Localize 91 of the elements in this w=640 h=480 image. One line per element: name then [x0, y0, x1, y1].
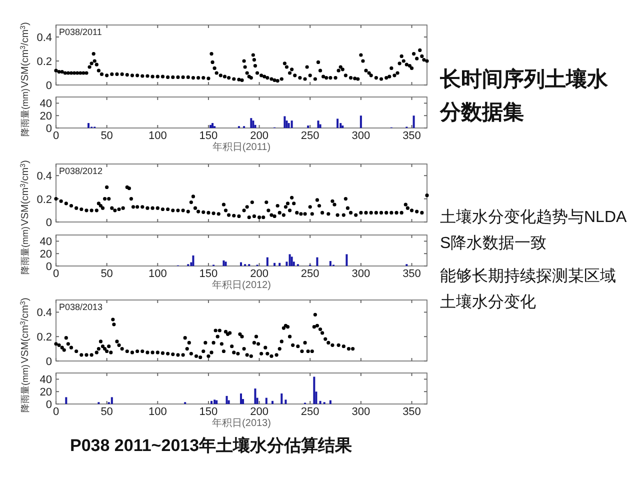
y-tick-label: 0 [46, 356, 52, 368]
x-tick-label: 350 [402, 406, 421, 418]
y-tick-label: 0 [46, 80, 52, 92]
x-tick-label: 50 [100, 130, 113, 142]
bar [412, 116, 415, 128]
bar [284, 400, 287, 404]
bar [288, 254, 291, 266]
text: 土壤水分变化趋势与NLDAS降水数据一致 [440, 208, 628, 252]
y-tick-label: 20 [40, 386, 52, 399]
bar [222, 260, 225, 266]
bar [65, 397, 68, 404]
bar [346, 254, 348, 266]
x-tick-label: 300 [352, 268, 370, 280]
y-tick-label: 40 [40, 98, 52, 110]
bar [192, 255, 194, 266]
bar [360, 116, 362, 128]
bar [317, 120, 320, 128]
bar [280, 393, 283, 404]
bar [274, 262, 276, 266]
bar [240, 262, 242, 266]
bar [226, 396, 228, 404]
bar [210, 124, 212, 128]
bar [240, 393, 242, 404]
bar [266, 257, 268, 266]
y-tick-label: 0.2 [36, 194, 52, 206]
bar [316, 257, 318, 266]
bar [319, 124, 322, 128]
y-tick-label: 40 [40, 236, 52, 248]
y-tick-label: 20 [40, 110, 52, 123]
y-tick-label: 0.4 [36, 32, 52, 44]
y-axis-title: 降雨量(mm) [20, 226, 30, 274]
y-tick-label: 0.2 [36, 332, 52, 344]
x-tick-label: 250 [300, 130, 320, 142]
y-tick-label: 40 [40, 374, 52, 386]
x-tick-label: 150 [199, 406, 218, 418]
text: P038 2011~2013年土壤水分估算结果 [70, 436, 354, 455]
y-tick-label: 20 [40, 248, 52, 261]
bar [88, 123, 90, 128]
text: 能够长期持续探测某区域土壤水分变化 [440, 267, 616, 311]
bar [254, 388, 256, 404]
bar [272, 400, 274, 404]
x-tick-label: 300 [352, 406, 370, 418]
y-tick-label: 0.4 [36, 307, 52, 320]
x-tick-label: 350 [402, 130, 421, 142]
bar [224, 262, 227, 266]
x-tick-label: 100 [148, 406, 167, 418]
x-tick-label: 300 [352, 130, 370, 142]
bar [288, 123, 290, 128]
y-tick-label: 0 [46, 217, 52, 229]
bar [290, 256, 293, 266]
x-tick-label: 50 [100, 406, 113, 418]
bar [210, 400, 213, 404]
x-axis-title: 年积日(2012) [212, 279, 271, 291]
x-axis-title: 年积日(2013) [212, 417, 271, 429]
bar [329, 261, 332, 266]
y-axis-title: 降雨量(mm) [20, 88, 30, 136]
chart-title: P038/2011 [59, 27, 102, 37]
x-tick-label: 250 [300, 406, 320, 418]
y-tick-label: 0.4 [36, 170, 52, 183]
bar [290, 120, 293, 128]
bar [336, 118, 339, 128]
x-tick-label: 100 [148, 268, 167, 280]
x-tick-label: 200 [250, 268, 268, 280]
chart-title: P038/2012 [59, 166, 103, 176]
bar [214, 400, 216, 404]
bar [313, 376, 316, 404]
text: 长时间序列土壤水分数据集 [439, 67, 609, 124]
x-tick-label: 200 [250, 130, 268, 142]
x-tick-label: 150 [199, 268, 218, 280]
bar [329, 400, 332, 404]
x-axis-title: 年积日(2011) [212, 141, 271, 153]
bar [319, 400, 322, 404]
bar [284, 116, 286, 128]
bar [250, 118, 252, 128]
bar [252, 120, 254, 128]
x-tick-label: 50 [100, 268, 113, 280]
bar [216, 400, 218, 404]
x-tick-label: 200 [250, 406, 268, 418]
bar [110, 397, 113, 404]
x-tick-label: 150 [199, 130, 218, 142]
bar [228, 400, 230, 404]
bar [265, 398, 268, 404]
bar [254, 124, 256, 128]
bar [278, 262, 281, 266]
y-axis-title: 降雨量(mm) [20, 364, 30, 412]
x-tick-label: 350 [402, 268, 421, 280]
bar [212, 123, 214, 128]
x-tick-label: 100 [148, 130, 167, 142]
y-tick-label: 0.2 [36, 56, 52, 68]
x-tick-label: 250 [300, 268, 320, 280]
chart-title: P038/2013 [59, 302, 103, 312]
